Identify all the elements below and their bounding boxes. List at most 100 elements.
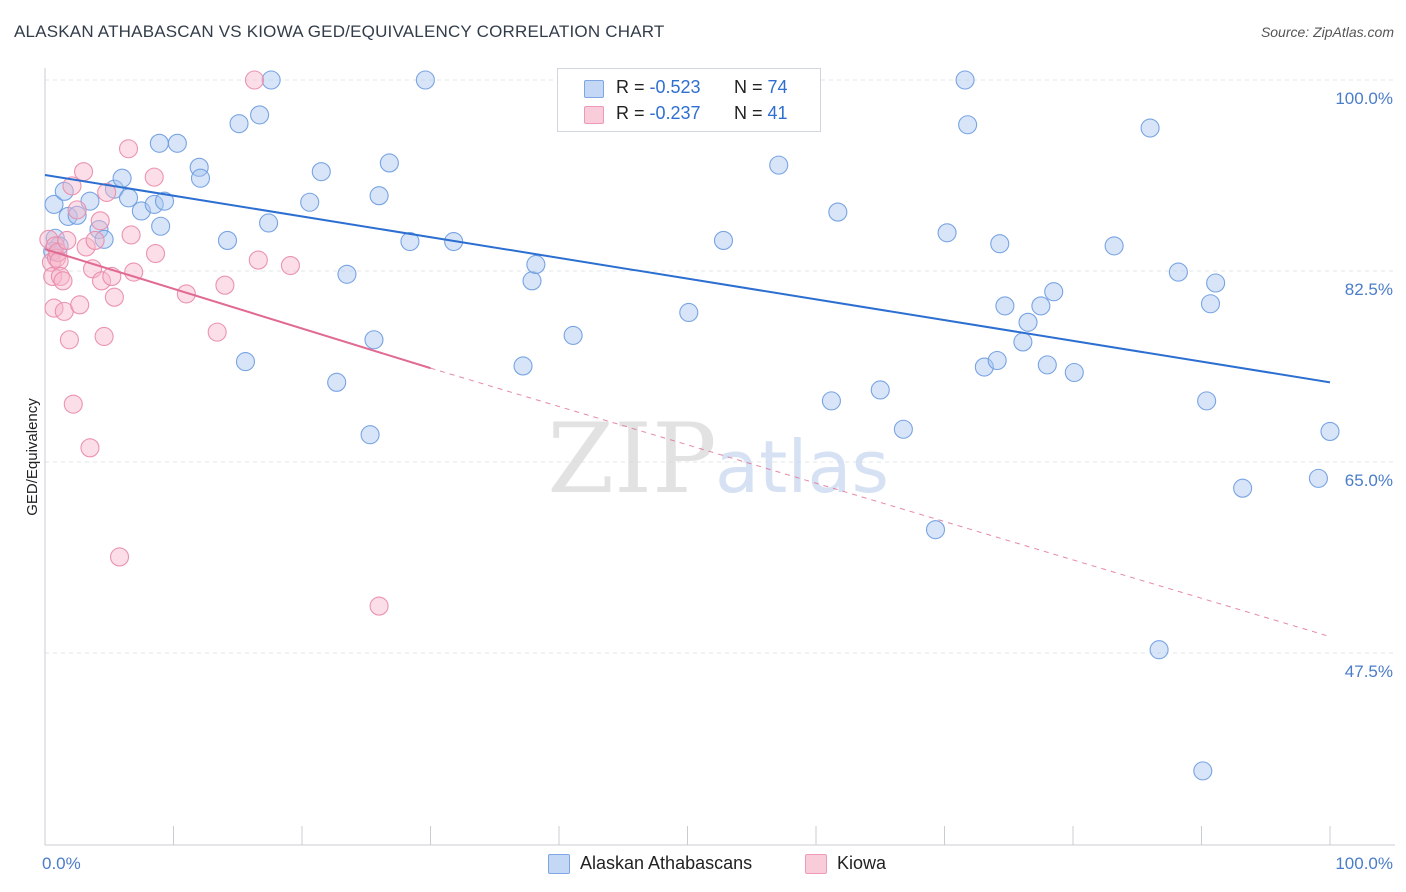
- data-point: [400, 231, 420, 252]
- watermark-zip: ZIP: [547, 403, 716, 515]
- data-point: [248, 250, 268, 270]
- data-point: [955, 70, 975, 90]
- data-point: [49, 251, 69, 271]
- data-point: [57, 230, 77, 250]
- legend-n-athabascan: N = 74: [734, 77, 788, 98]
- data-point: [379, 153, 399, 173]
- r-label: R =: [616, 103, 650, 123]
- data-point: [109, 547, 130, 567]
- series-swatch-kiowa: [805, 854, 827, 874]
- y-axis-label: GED/Equivalency: [24, 398, 41, 516]
- data-point: [80, 438, 100, 458]
- data-point: [154, 191, 175, 211]
- data-point: [149, 133, 169, 153]
- data-point: [1140, 118, 1160, 138]
- data-point: [300, 192, 320, 212]
- data-point: [67, 200, 87, 220]
- data-point: [1013, 332, 1033, 352]
- data-point: [124, 262, 144, 282]
- r-value: -0.237: [649, 103, 701, 123]
- data-point: [176, 284, 196, 304]
- data-point: [990, 234, 1010, 254]
- data-point: [85, 230, 105, 250]
- data-point: [1018, 312, 1038, 332]
- data-point: [769, 155, 789, 175]
- data-point: [925, 520, 946, 540]
- data-point: [215, 275, 235, 295]
- data-point: [1308, 468, 1328, 488]
- data-point: [217, 230, 238, 250]
- data-point: [207, 322, 227, 342]
- data-point: [1044, 282, 1064, 302]
- data-point: [369, 186, 389, 206]
- data-point: [261, 70, 281, 90]
- data-point: [1197, 391, 1217, 411]
- data-point: [958, 115, 978, 135]
- data-point: [70, 295, 90, 315]
- data-point: [62, 176, 82, 196]
- data-point: [893, 419, 913, 439]
- data-point: [828, 202, 848, 222]
- data-point: [97, 182, 117, 202]
- data-point: [53, 271, 73, 291]
- data-point: [235, 352, 256, 372]
- data-point: [1200, 294, 1221, 314]
- legend-row-athabascan: R = -0.523 N = 74: [558, 75, 820, 103]
- n-value: 41: [767, 103, 788, 123]
- n-value: 74: [767, 77, 788, 97]
- data-point: [1037, 355, 1057, 375]
- data-point: [1233, 478, 1253, 498]
- data-point: [280, 255, 300, 276]
- data-point: [59, 330, 79, 350]
- data-point: [91, 271, 112, 291]
- data-point: [121, 225, 141, 245]
- data-point: [151, 216, 171, 236]
- axes: [44, 68, 1395, 846]
- data-point: [44, 298, 64, 318]
- series-swatch-athabascan: [548, 854, 570, 874]
- n-label: N =: [734, 77, 768, 97]
- data-point: [1064, 362, 1084, 383]
- y-tick-label: 100.0%: [1335, 89, 1393, 108]
- data-point: [1031, 296, 1051, 316]
- data-point: [415, 70, 435, 90]
- data-point: [360, 425, 380, 445]
- data-point: [513, 356, 533, 376]
- chart-title: ALASKAN ATHABASCAN VS KIOWA GED/EQUIVALE…: [14, 22, 665, 41]
- data-point: [90, 211, 110, 231]
- data-point: [369, 596, 389, 616]
- data-point: [94, 326, 114, 347]
- source-credit: Source: ZipAtlas.com: [1260, 24, 1394, 40]
- y-tick-label: 82.5%: [1345, 280, 1393, 299]
- data-point: [144, 167, 164, 187]
- data-point: [1193, 761, 1213, 781]
- data-point: [1104, 236, 1124, 256]
- data-point: [522, 271, 542, 291]
- data-point: [987, 350, 1007, 371]
- correlation-legend: R = -0.523 N = 74 R = -0.237 N = 41: [557, 68, 821, 132]
- legend-r-kiowa: R = -0.237: [616, 103, 701, 124]
- trend-line-athabascan: [44, 173, 1331, 384]
- data-point: [259, 213, 279, 233]
- data-point: [190, 168, 211, 188]
- n-label: N =: [734, 103, 768, 123]
- r-label: R =: [616, 77, 650, 97]
- data-point: [1206, 273, 1226, 293]
- data-point: [526, 254, 546, 275]
- data-point: [563, 325, 583, 345]
- series-kiowa-points: [39, 70, 389, 616]
- y-tick-label: 65.0%: [1345, 471, 1393, 490]
- data-point: [311, 162, 331, 182]
- tick-labels: 47.5% 65.0% 82.5% 100.0% 0.0% 100.0%: [42, 89, 1393, 873]
- data-point: [229, 114, 249, 134]
- data-point: [244, 70, 265, 90]
- r-value: -0.523: [649, 77, 701, 97]
- data-point: [870, 380, 890, 400]
- legend-n-kiowa: N = 41: [734, 103, 788, 124]
- data-point: [713, 230, 734, 250]
- data-point: [44, 194, 64, 214]
- x-tick-label: 0.0%: [42, 854, 81, 873]
- data-point: [145, 243, 166, 264]
- data-point: [63, 394, 83, 414]
